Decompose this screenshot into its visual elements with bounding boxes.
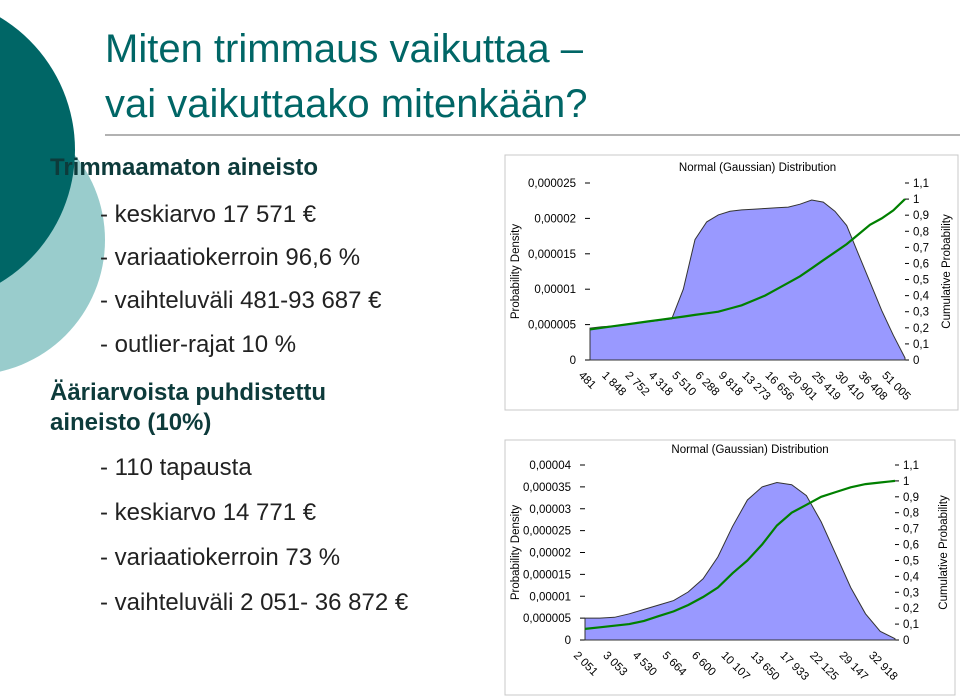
bullet-item: - outlier-rajat 10 % (100, 331, 296, 358)
y2-tick-label: 0,9 (913, 210, 929, 222)
bullet-item: - variaatiokerroin 73 % (100, 544, 340, 571)
y2-tick-label: 0,1 (913, 339, 929, 351)
y-tick-label: 0,00003 (529, 504, 571, 516)
section-heading: aineisto (10%) (50, 409, 211, 436)
y-tick-label: 0,00001 (529, 591, 571, 603)
chart-title: Normal (Gaussian) Distribution (679, 162, 836, 174)
y-tick-label: 0,00002 (529, 548, 571, 560)
y2-tick-label: 0 (913, 355, 919, 367)
y-axis-label: Probability Density (510, 505, 522, 600)
y2-tick-label: 0,1 (903, 619, 919, 631)
y-tick-label: 0,000005 (523, 613, 571, 625)
decor-circle-dark (0, 17, 75, 283)
y-axis-label: Probability Density (510, 224, 522, 319)
bullet-item: - keskiarvo 14 771 € (100, 499, 317, 526)
y-tick-label: 0,00004 (529, 460, 571, 472)
bullet-item: - 110 tapausta (100, 454, 252, 481)
y-tick-label: 0 (570, 355, 576, 367)
section-heading: Ääriarvoista puhdistettu (50, 379, 326, 406)
y2-tick-label: 1 (903, 476, 909, 488)
y2-tick-label: 0,6 (913, 258, 929, 270)
y2-tick-label: 0,4 (903, 571, 920, 583)
y-tick-label: 0,00002 (534, 213, 576, 225)
section-heading: Trimmaamaton aineisto (50, 154, 318, 181)
y2-axis-label: Cumulative Probability (941, 214, 953, 329)
y-tick-label: 0,00001 (534, 284, 576, 296)
y2-tick-label: 0,8 (903, 508, 919, 520)
y2-tick-label: 0,7 (903, 524, 919, 536)
slide-title: Miten trimmaus vaikuttaa – (105, 27, 584, 71)
y2-tick-label: 0,4 (913, 291, 930, 303)
y-tick-label: 0,000035 (523, 482, 571, 494)
bullet-item: - keskiarvo 17 571 € (100, 201, 317, 228)
y2-tick-label: 1,1 (913, 178, 929, 190)
bullet-item: - vaihteluväli 2 051- 36 872 € (100, 589, 409, 616)
y2-axis-label: Cumulative Probability (938, 495, 950, 610)
y2-tick-label: 0,5 (913, 275, 929, 287)
y2-tick-label: 0,7 (913, 242, 929, 254)
cumulative-line (589, 198, 906, 331)
bullet-item: - variaatiokerroin 96,6 % (100, 244, 360, 271)
y2-tick-label: 0,2 (913, 323, 929, 335)
y2-tick-label: 0 (903, 635, 909, 647)
y-tick-label: 0,000025 (528, 178, 576, 190)
y2-tick-label: 1,1 (903, 460, 919, 472)
y2-tick-label: 0,6 (903, 540, 919, 552)
y2-tick-label: 0,5 (903, 555, 919, 567)
density-area (584, 481, 896, 641)
y2-tick-label: 0,8 (913, 226, 929, 238)
y-tick-label: 0,000015 (528, 249, 576, 261)
y2-tick-label: 0,9 (903, 492, 919, 504)
cumulative-line (584, 479, 896, 630)
bullet-item: - vaihteluväli 481-93 687 € (100, 287, 382, 314)
y-tick-label: 0,000005 (528, 320, 576, 332)
y-tick-label: 0 (565, 635, 571, 647)
chart-title: Normal (Gaussian) Distribution (671, 444, 828, 456)
y2-tick-label: 0,3 (903, 587, 919, 599)
y2-tick-label: 1 (913, 194, 919, 206)
y2-tick-label: 0,3 (913, 307, 929, 319)
slide-title: vai vaikuttaako mitenkään? (105, 82, 588, 126)
y-tick-label: 0,000015 (523, 569, 571, 581)
y2-tick-label: 0,2 (903, 603, 919, 615)
y-tick-label: 0,000025 (523, 526, 571, 538)
